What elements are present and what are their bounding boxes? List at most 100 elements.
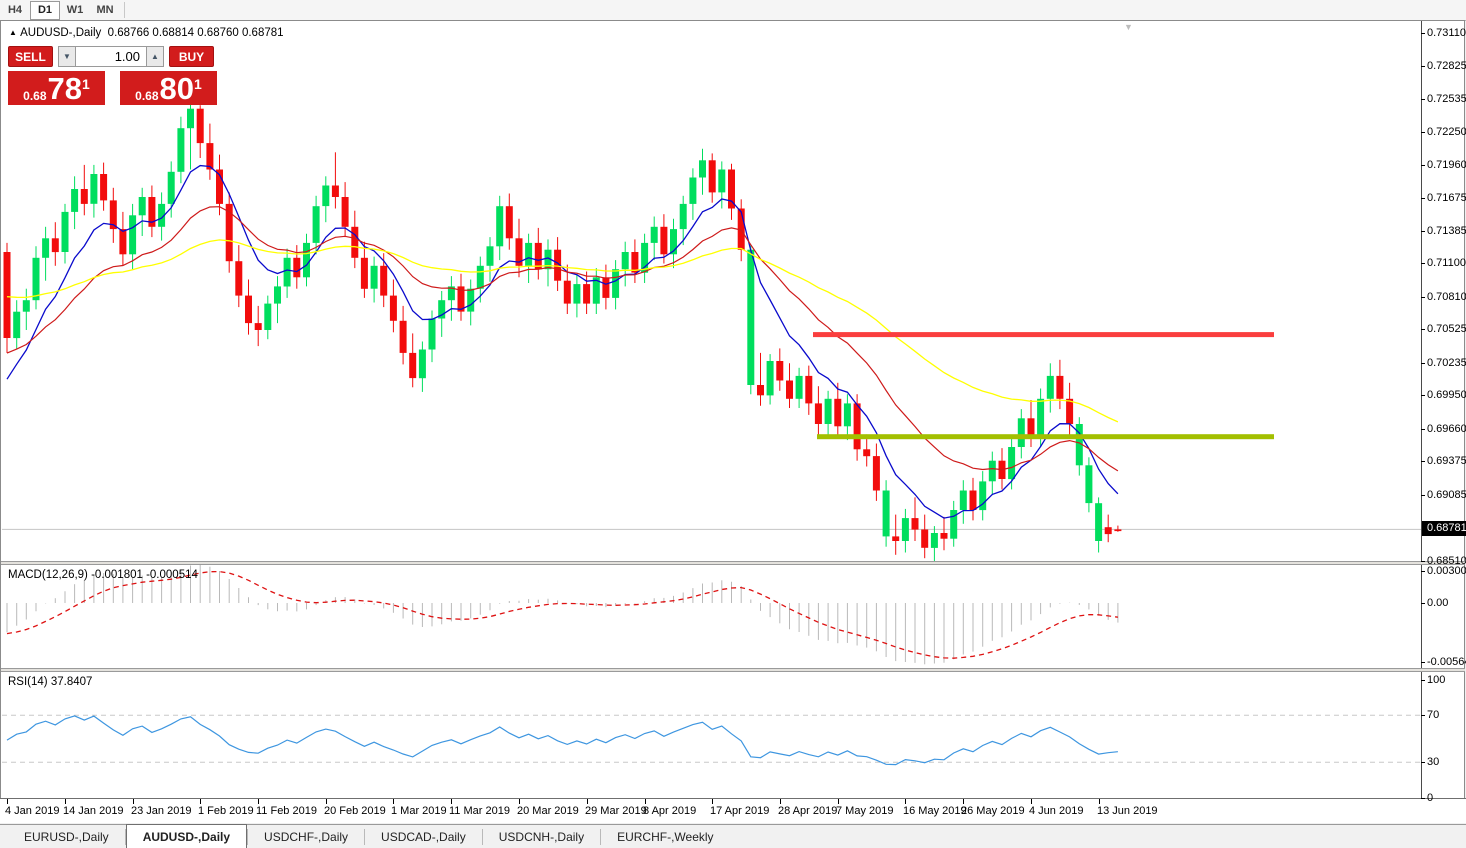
price-scale-label: 0.73110 [1421, 27, 1466, 39]
date-axis-label: 13 Jun 2019 [1097, 805, 1158, 817]
date-axis-tick [200, 799, 201, 804]
tab-separator [124, 829, 126, 845]
macd-values: -0.001801 -0.000514 [91, 569, 198, 581]
chart-scroll-marker-icon[interactable]: ▼ [1124, 22, 1133, 32]
tab-separator [247, 829, 249, 845]
date-axis-label: 11 Mar 2019 [449, 805, 510, 817]
ma-slow-line [6, 239, 1119, 423]
current-price-tag: 0.68781 [1422, 521, 1466, 537]
tab-separator [600, 829, 602, 845]
chart-tab-eurusd[interactable]: EURUSD-,Daily [24, 830, 109, 844]
support-hline [817, 434, 1274, 440]
sell-price-box[interactable]: 0.68 78 1 [8, 71, 105, 105]
buy-price-box[interactable]: 0.68 80 1 [120, 71, 217, 105]
chart-tab-eurchf[interactable]: EURCHF-,Weekly [617, 830, 714, 844]
chart-title: ▲ AUDUSD-,Daily 0.68766 0.68814 0.68760 … [9, 27, 284, 39]
price-scale-label: 0.70235 [1421, 356, 1466, 369]
date-axis-tick [393, 799, 394, 804]
price-scale-label: 0.69660 [1421, 422, 1466, 435]
date-axis-tick [519, 799, 520, 804]
macd-scale-label: 0.00 [1420, 597, 1449, 609]
chart-tab-usdchf[interactable]: USDCHF-,Daily [264, 830, 349, 844]
date-axis-tick [905, 799, 906, 804]
rsi-scale-label: 70 [1420, 709, 1440, 722]
date-axis-label: 7 May 2019 [836, 805, 894, 817]
date-axis-label: 23 Jan 2019 [131, 805, 192, 817]
date-axis-label: 29 Mar 2019 [585, 805, 647, 817]
date-axis-label: 1 Mar 2019 [391, 805, 447, 817]
resistance-hline [813, 332, 1274, 338]
date-axis-tick [451, 799, 452, 804]
date-axis-tick [712, 799, 713, 804]
price-scale-label: 0.70525 [1421, 323, 1466, 336]
volume-increase-button[interactable]: ▲ [146, 46, 164, 67]
volume-decrease-button[interactable]: ▼ [58, 46, 76, 67]
panel-splitter[interactable] [1, 561, 1465, 565]
macd-histogram [6, 565, 1119, 665]
rsi-scale-label: 100 [1420, 674, 1446, 686]
date-axis-tick [838, 799, 839, 804]
chart-symbol: AUDUSD-,Daily [20, 27, 102, 39]
macd-scale-label: 0.003003 [1421, 564, 1466, 578]
tab-separator [481, 829, 483, 845]
rsi-scale-label: 0 [1420, 791, 1434, 804]
price-scale-label: 0.71385 [1421, 224, 1466, 237]
date-axis-tick [258, 799, 259, 804]
date-axis-label: 20 Feb 2019 [324, 805, 386, 817]
date-axis-label: 14 Jan 2019 [63, 805, 124, 817]
date-axis-label: 17 Apr 2019 [710, 805, 770, 817]
macd-scale-label: -0.005648 [1421, 655, 1466, 669]
price-scale-label: 0.72250 [1421, 125, 1466, 138]
chevron-down-icon: ▼ [63, 52, 71, 61]
chart-ohlc-values: 0.68766 0.68814 0.68760 0.68781 [107, 27, 284, 39]
buy-button[interactable]: BUY [169, 46, 214, 67]
ma-fast-line [6, 164, 1119, 519]
date-axis-label: 26 May 2019 [961, 805, 1025, 817]
date-axis-tick [1031, 799, 1032, 804]
date-axis-label: 8 Apr 2019 [643, 805, 697, 817]
price-scale-label: 0.70810 [1421, 290, 1466, 303]
timeframe-button-h4[interactable]: H4 [7, 4, 23, 16]
symbol-triangle-icon: ▲ [9, 28, 17, 37]
price-scale-divider [1421, 21, 1422, 798]
sell-button[interactable]: SELL [8, 46, 53, 67]
panel-splitter[interactable] [1, 668, 1465, 672]
timeframe-button-d1[interactable]: D1 [30, 0, 60, 20]
macd-label: MACD(12,26,9) -0.001801 -0.000514 [8, 569, 198, 581]
date-axis-label: 16 May 2019 [903, 805, 967, 817]
main-chart-svg[interactable] [2, 22, 1421, 561]
date-axis-tick [133, 799, 134, 804]
date-axis[interactable]: 4 Jan 2019 14 Jan 2019 23 Jan 2019 1 Feb 20… [0, 798, 1466, 823]
date-axis-tick [326, 799, 327, 804]
date-axis-tick [963, 799, 964, 804]
ma-mid-line [6, 206, 1119, 472]
candles-layer [3, 100, 1122, 561]
timeframe-button-w1[interactable]: W1 [66, 4, 84, 16]
price-scale-label: 0.69950 [1421, 389, 1466, 402]
chart-tab-usdcad[interactable]: USDCAD-,Daily [381, 830, 466, 844]
price-scale-label: 0.68510 [1421, 554, 1466, 567]
rsi-scale-label: 30 [1420, 756, 1440, 769]
price-scale-label: 0.72535 [1421, 92, 1466, 105]
chart-tab-usdcnh[interactable]: USDCNH-,Daily [498, 830, 585, 844]
price-scale-label: 0.71675 [1421, 191, 1466, 204]
price-scale-label: 0.69375 [1421, 455, 1466, 468]
tab-separator [364, 829, 366, 845]
one-click-trading-panel: SELL ▼ ▲ BUY 0.68 78 1 0.68 80 1 [8, 46, 220, 105]
date-axis-tick [587, 799, 588, 804]
date-axis-label: 28 Apr 2019 [778, 805, 838, 817]
date-axis-label: 4 Jun 2019 [1029, 805, 1084, 817]
toolbar-separator [124, 2, 125, 18]
date-axis-tick [1099, 799, 1100, 804]
chart-tab-audusd[interactable]: AUDUSD-,Daily [125, 824, 248, 848]
date-axis-tick [780, 799, 781, 804]
rsi-panel-svg[interactable] [2, 672, 1421, 798]
timeframe-button-mn[interactable]: MN [96, 4, 114, 16]
volume-input[interactable] [76, 46, 146, 67]
rsi-line [6, 715, 1118, 766]
date-axis-label: 1 Feb 2019 [198, 805, 254, 817]
price-scale-label: 0.69085 [1421, 488, 1466, 501]
macd-panel-svg[interactable] [2, 565, 1421, 668]
date-axis-tick [7, 799, 8, 804]
